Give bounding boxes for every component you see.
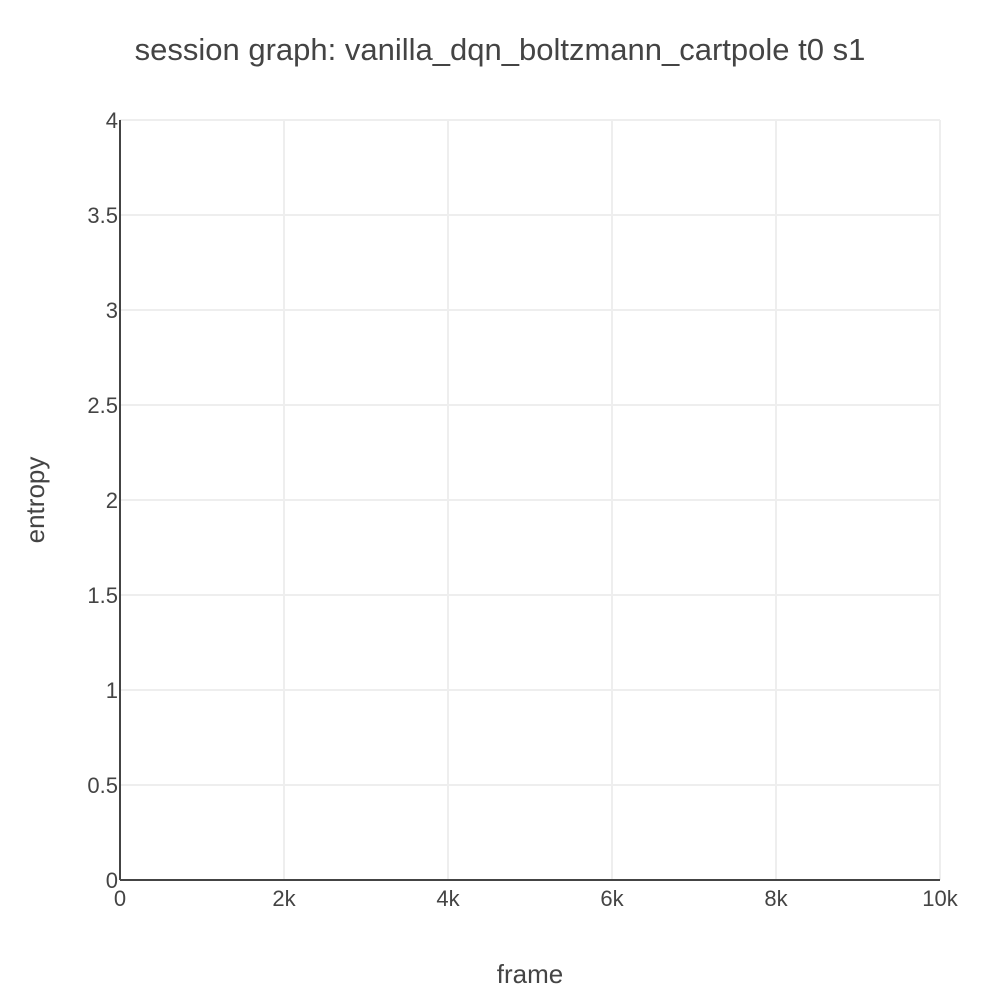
y-axis-title: entropy [20,457,50,544]
y-tick-label: 4 [106,108,118,133]
grid-layer [120,119,941,880]
y-tick-label: 3 [106,298,118,323]
y-tick-label: 0.5 [87,773,118,798]
x-tick-label: 0 [114,886,126,911]
x-tick-label: 4k [436,886,460,911]
x-tick-label: 6k [600,886,624,911]
y-tick-label: 2.5 [87,393,118,418]
x-tick-label: 8k [764,886,788,911]
y-tick-label: 3.5 [87,203,118,228]
y-tick-label: 0 [106,868,118,893]
y-tick-label: 1 [106,678,118,703]
tick-layer: 0 2k 4k 6k 8k 10k 0 0.5 1 1.5 2 2.5 3 3.5 4 [87,108,958,911]
x-tick-label: 2k [272,886,296,911]
x-tick-label: 10k [922,886,958,911]
x-axis-title: frame [497,959,563,989]
y-tick-label: 1.5 [87,583,118,608]
chart-title: session graph: vanilla_dqn_boltzmann_car… [135,32,866,67]
y-tick-label: 2 [106,488,118,513]
